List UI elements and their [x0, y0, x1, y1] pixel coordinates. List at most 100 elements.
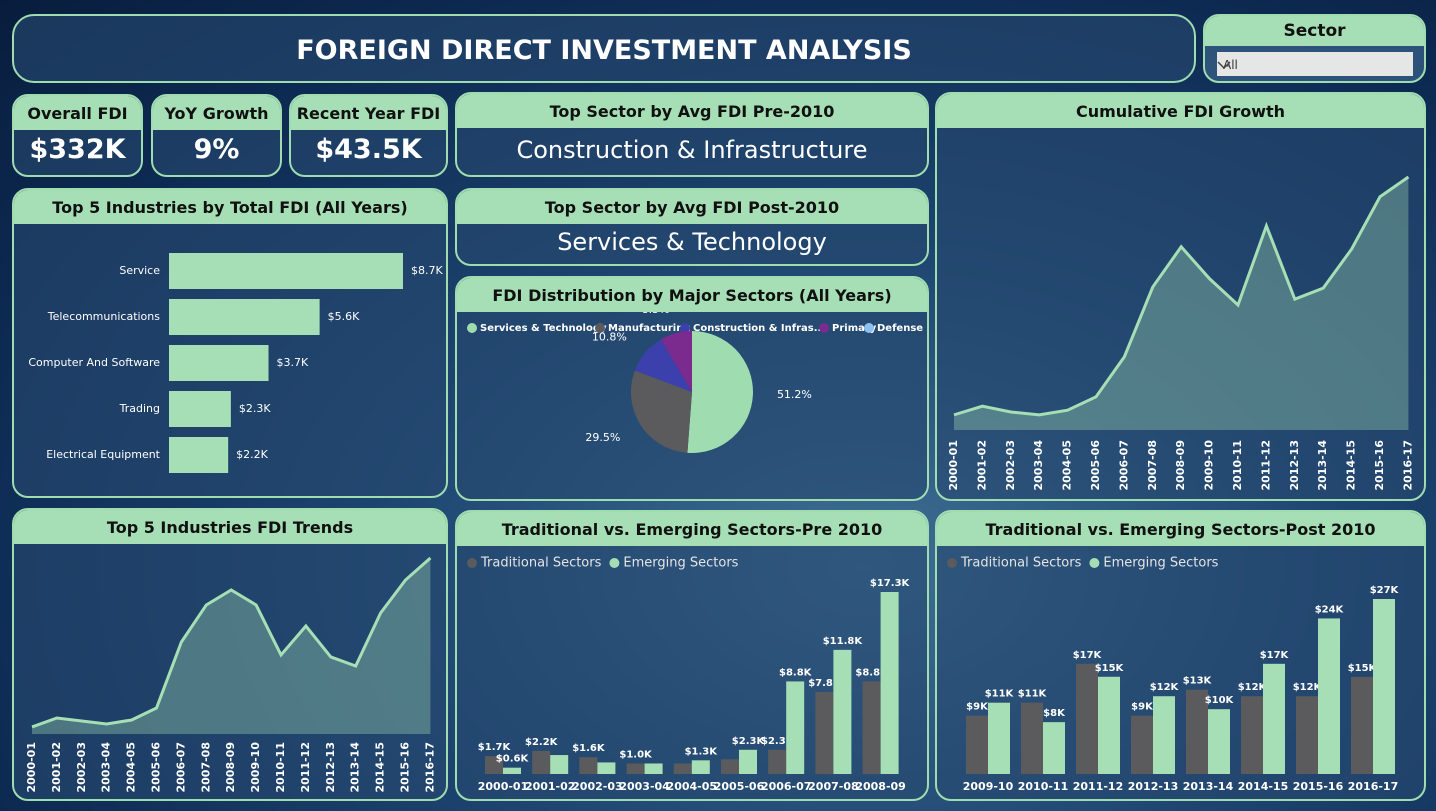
line — [31, 556, 432, 729]
slicer: Sector All — [1203, 14, 1426, 83]
bar — [988, 702, 1010, 774]
x-tick-label: 2009-10 — [963, 780, 1014, 793]
chart-panel: Top 5 Industries FDI Trends 2000-01 2001-0… — [12, 508, 448, 801]
x-tick-label: 2005-06 — [150, 742, 163, 793]
legend-label: Construction & Infras... — [693, 323, 825, 334]
card-value: Construction & Infrastructure — [516, 136, 868, 164]
x-tick-label: 2002-03 — [75, 742, 88, 793]
x-tick-label: 2009-10 — [249, 742, 262, 793]
slicer-dropdown[interactable]: All — [1217, 52, 1413, 76]
x-tick-label: 2016-17 — [1348, 780, 1399, 793]
bar — [768, 749, 787, 774]
x-tick-label: 2013-14 — [349, 742, 362, 793]
value-label: $2.2K — [236, 448, 268, 461]
category-label: Electrical Equipment — [46, 448, 160, 461]
bar — [169, 391, 231, 427]
legend-swatch — [609, 558, 620, 568]
bar — [169, 253, 403, 289]
legend-swatch — [947, 558, 957, 568]
x-tick-label: 2008-09 — [1174, 440, 1187, 491]
category-label: Telecommunications — [47, 310, 161, 323]
value-label: $8.7K — [411, 264, 443, 277]
area — [954, 177, 1409, 430]
bar — [1296, 696, 1318, 774]
bar — [966, 715, 988, 774]
value-label: $2.2K — [525, 737, 559, 748]
bar — [550, 755, 569, 774]
chevron — [1217, 61, 1231, 70]
x-tick-label: 2011-12 — [1259, 440, 1272, 491]
bar — [833, 649, 852, 774]
x-tick-label: 2014-15 — [374, 742, 387, 793]
chart-title: Cumulative FDI Growth — [937, 94, 1424, 128]
kpi-label: Overall FDI — [14, 96, 141, 130]
legend-swatch — [595, 323, 605, 333]
bar — [532, 750, 551, 774]
chart: Service $8.7K Telecommunications $5.6K Compu… — [28, 253, 443, 473]
x-tick-label: 2016-17 — [1401, 440, 1414, 491]
x-tick-label: 2012-13 — [1128, 780, 1179, 793]
bar — [862, 681, 881, 774]
value-label: $5.6K — [328, 310, 360, 323]
value-label: $17K — [1260, 650, 1290, 661]
value-label: $0.6K — [496, 754, 530, 765]
bar — [880, 592, 899, 774]
bar — [169, 437, 229, 473]
x-tick-label: 2005-06 — [1089, 440, 1102, 491]
x-tick-label: 2015-16 — [1373, 440, 1386, 491]
card-title: Top Sector by Avg FDI Pre-2010 — [457, 94, 927, 128]
kpi-label: YoY Growth — [153, 96, 280, 130]
chart-title: Top 5 Industries FDI Trends — [14, 510, 446, 544]
value-label: $3.7K — [277, 356, 309, 369]
value-label: $8.8K — [855, 667, 889, 678]
x-tick-label: 2015-16 — [1293, 780, 1344, 793]
legend-swatch — [680, 323, 690, 333]
legend-label: Traditional Sectors — [960, 556, 1082, 571]
x-tick-label: 2001-02 — [975, 440, 988, 491]
bar — [691, 760, 710, 774]
pie-slice — [634, 339, 692, 392]
value-label: $9K — [966, 702, 989, 713]
chart: Traditional Sectors Emerging Sectors 2000-… — [467, 556, 911, 793]
kpi-value: 9% — [193, 134, 240, 165]
x-tick-label: 2003-04 — [1032, 440, 1045, 491]
legend-label: Primary — [832, 323, 877, 334]
value-label: $2.3K — [732, 736, 766, 747]
value-label: $12K — [1150, 682, 1180, 693]
legend-label: Manufacturing — [608, 323, 691, 334]
chart-panel: Top 5 Industries by Total FDI (All Years… — [12, 188, 448, 498]
x-tick-label: 2004-05 — [667, 780, 718, 793]
kpi-label: Recent Year FDI — [291, 96, 446, 130]
value-label: $13K — [1183, 676, 1213, 687]
legend-swatch — [467, 558, 477, 568]
x-tick-label: 2000-01 — [478, 780, 529, 793]
value-label: $8K — [1043, 708, 1066, 719]
x-tick-label: 2000-01 — [947, 440, 960, 491]
area — [32, 558, 431, 734]
sector-card: Top Sector by Avg FDI Post-2010 Services… — [455, 188, 929, 266]
value-label: $1.6K — [572, 743, 606, 754]
legend-label: Services & Technology — [480, 323, 607, 334]
value-label: $24K — [1315, 604, 1345, 615]
x-tick-label: 2008-09 — [855, 780, 906, 793]
x-tick-label: 2002-03 — [572, 780, 623, 793]
kpi-value: $332K — [29, 134, 126, 165]
value-label: 29.5% — [585, 431, 620, 444]
bar — [626, 763, 645, 774]
category-label: Trading — [119, 402, 160, 415]
bar — [673, 763, 692, 774]
value-label: $7.8K — [808, 678, 842, 689]
value-label: $27K — [1370, 585, 1400, 596]
bar — [1098, 676, 1120, 774]
legend-label: Emerging Sectors — [623, 556, 738, 571]
title-panel: FOREIGN DIRECT INVESTMENT ANALYSIS — [12, 14, 1196, 83]
x-tick-label: 2014-15 — [1238, 780, 1289, 793]
kpi-value: $43.5K — [315, 134, 422, 165]
x-tick-label: 2008-09 — [224, 742, 237, 793]
pie-slice — [631, 370, 692, 453]
bar — [1263, 663, 1285, 774]
value-label: $2.3K — [761, 736, 795, 747]
category-label: Service — [119, 264, 160, 277]
category-label: Computer And Software — [28, 356, 160, 369]
